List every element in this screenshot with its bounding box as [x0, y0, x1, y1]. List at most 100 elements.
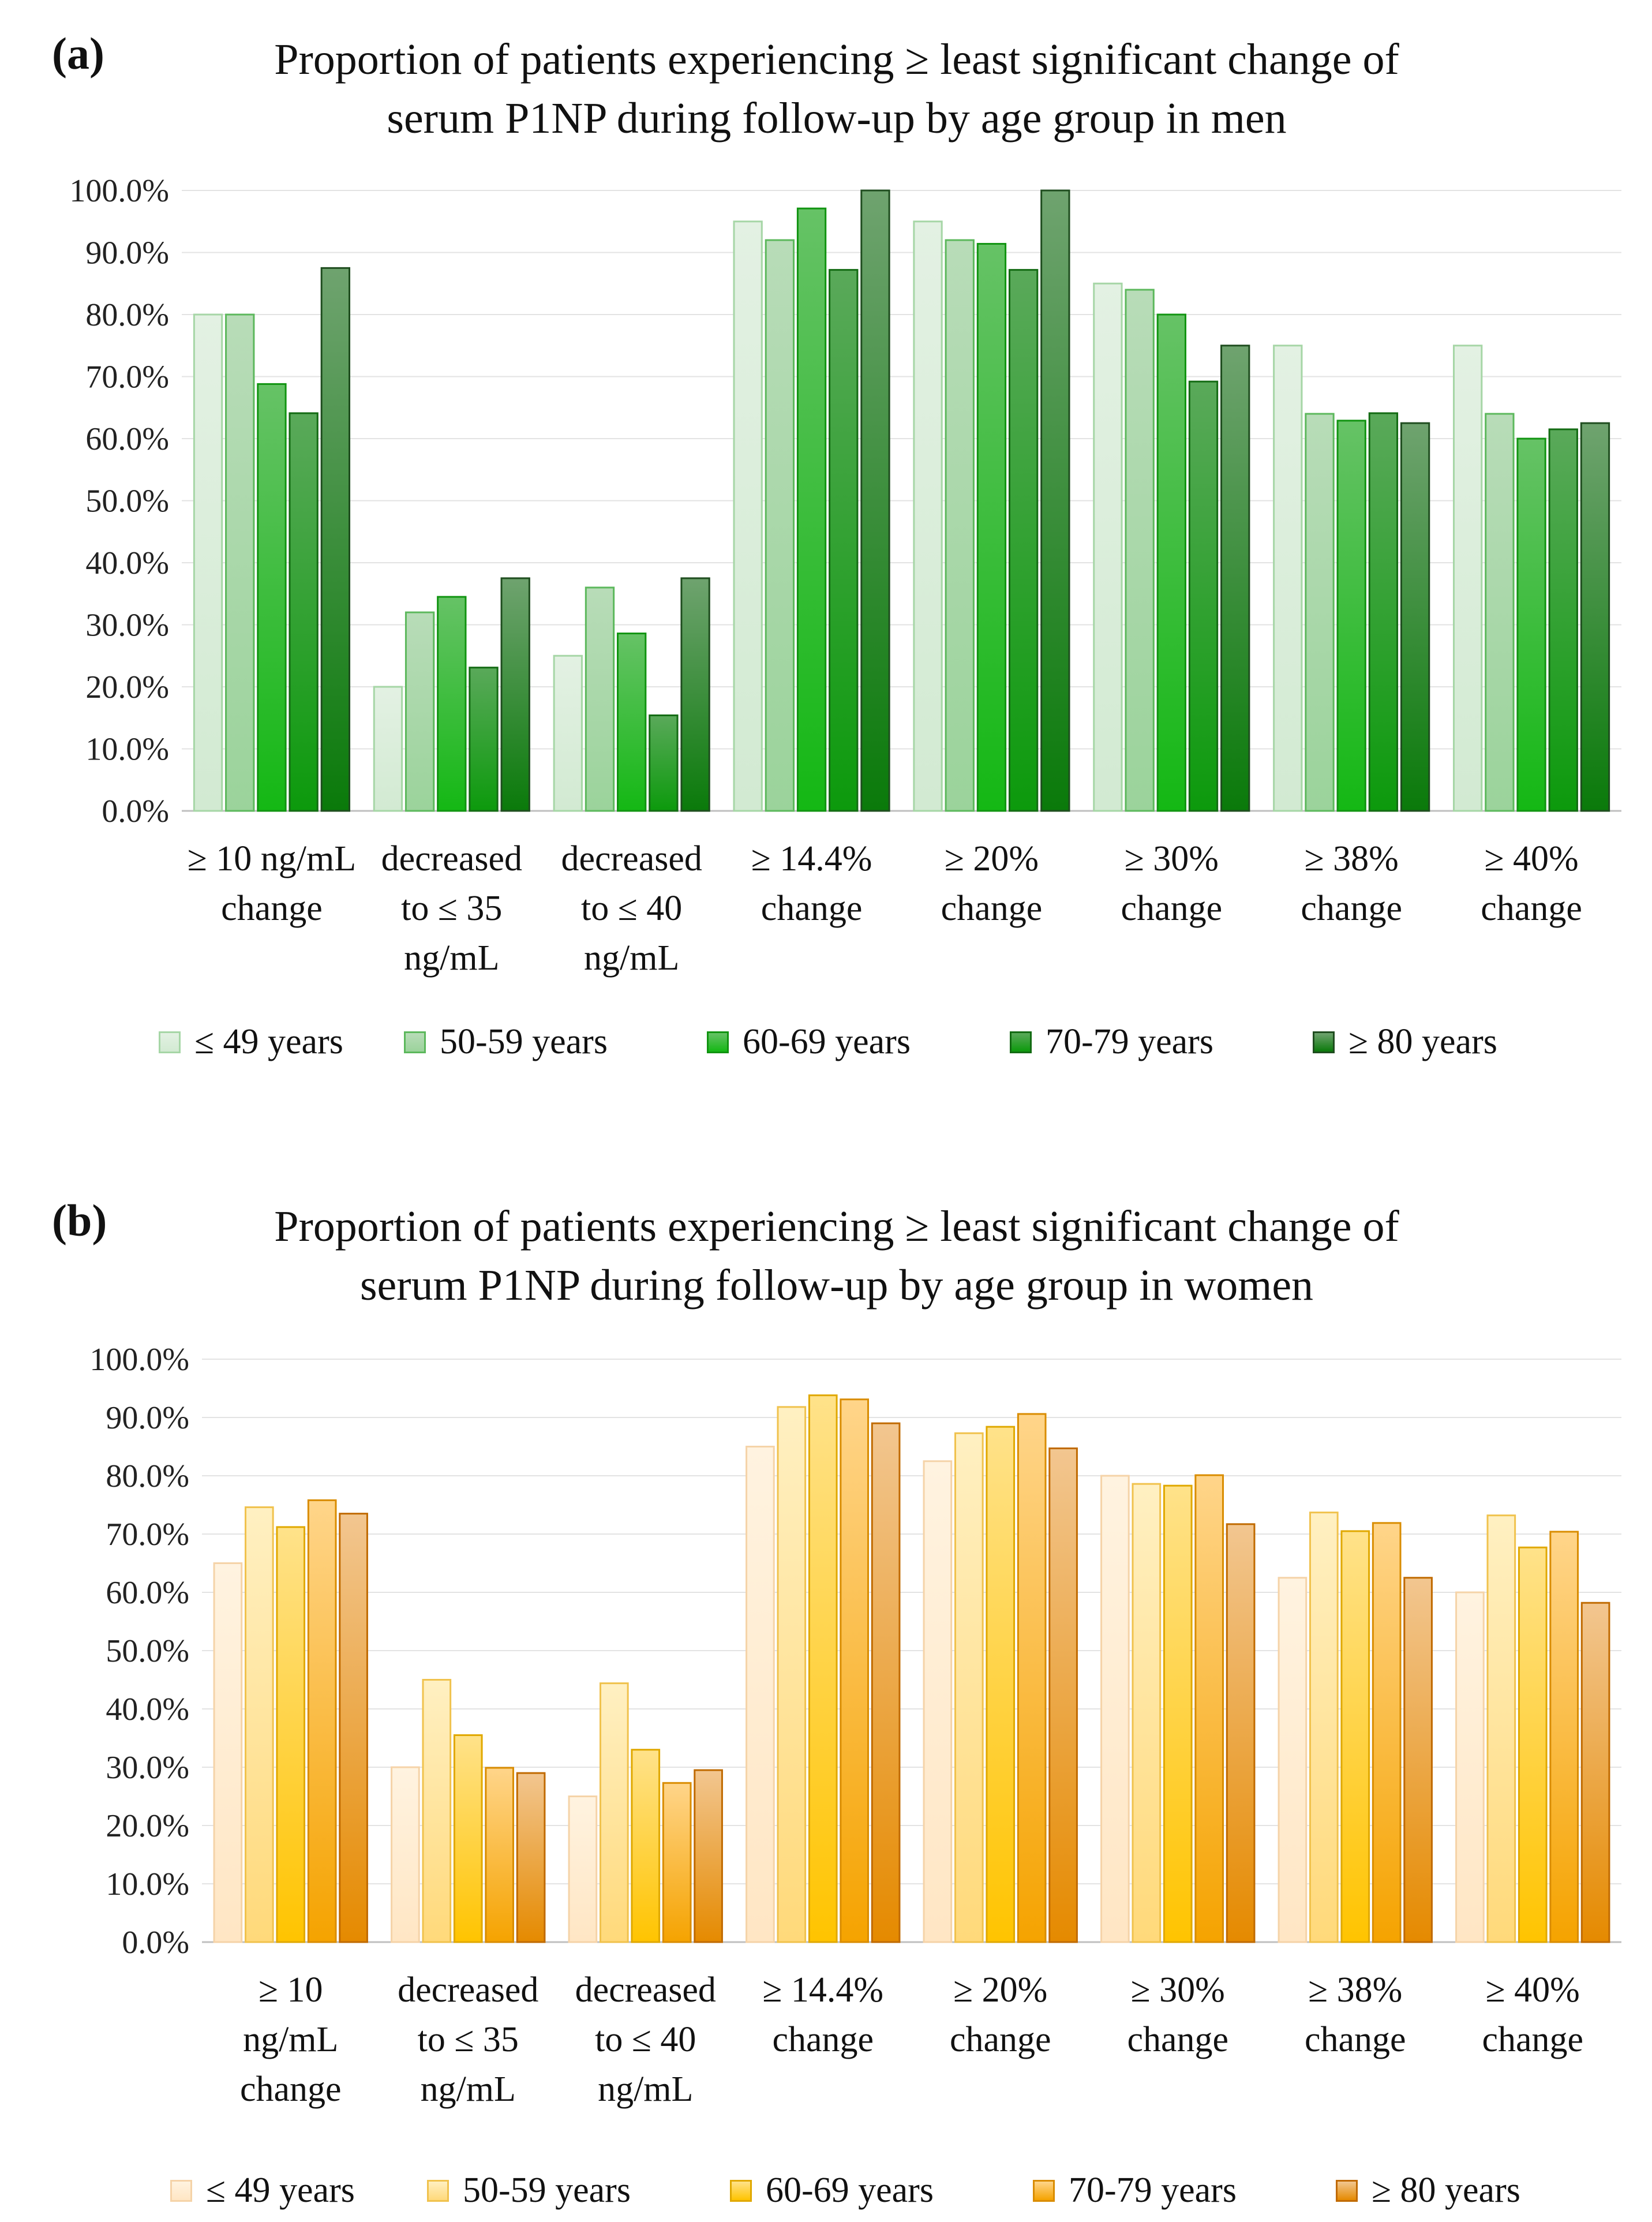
legend-label: ≥ 80 years: [1348, 1022, 1497, 1061]
bar: [913, 220, 943, 812]
legend-label: 50-59 years: [440, 1022, 608, 1061]
legend-item: 70-79 years: [1010, 1022, 1213, 1063]
bar: [617, 633, 647, 812]
chart-title-line-2: serum P1NP during follow-up by age group…: [359, 1261, 1314, 1310]
legend-swatch: [730, 2179, 752, 2202]
bar: [339, 1513, 368, 1943]
x-tick-label-line: change: [221, 889, 323, 928]
x-tick-label-line: decreased: [575, 1970, 716, 2010]
bar: [1400, 422, 1430, 812]
legend-item: 60-69 years: [707, 1022, 911, 1063]
x-tick-label-line: ≥ 14.4%: [751, 839, 872, 878]
legend-label: ≤ 49 years: [206, 2171, 355, 2210]
x-tick-label-line: ≥ 10: [258, 1970, 323, 2010]
y-tick-label: 20.0%: [85, 669, 169, 705]
x-tick-label-line: change: [1304, 2020, 1406, 2059]
bar: [1188, 380, 1219, 812]
chart-title-line-2: serum P1NP during follow-up by age group…: [387, 94, 1287, 143]
bar: [225, 313, 255, 812]
x-tick-label-line: ng/mL: [404, 938, 500, 978]
legend-label: 70-79 years: [1069, 2171, 1237, 2210]
bar: [1048, 1447, 1078, 1943]
x-tick-label-line: ≥ 40%: [1485, 1970, 1580, 2010]
bar: [1580, 422, 1610, 812]
x-tick-label-line: change: [1121, 889, 1223, 928]
bar: [1403, 1577, 1433, 1943]
bar: [694, 1769, 723, 1943]
legend-item: 50-59 years: [404, 1022, 608, 1063]
bar: [954, 1432, 984, 1943]
y-tick-label: 100.0%: [69, 173, 169, 209]
legend-swatch: [1033, 2179, 1055, 2202]
x-tick-label-line: change: [761, 889, 863, 928]
x-tick-label: ≥ 38% change: [1261, 834, 1441, 933]
bar: [599, 1682, 629, 1943]
bar: [840, 1398, 870, 1943]
y-tick-label: 40.0%: [106, 1692, 189, 1727]
x-tick-label: ≥ 38% change: [1267, 1965, 1444, 2064]
chart-title-line-1: Proportion of patients experiencing ≥ le…: [274, 1202, 1399, 1251]
x-tick-label-line: ≥ 20%: [944, 839, 1039, 878]
legend-item: ≥ 80 years: [1336, 2170, 1520, 2211]
x-tick-label: ≥ 10 ng/mL change: [202, 1965, 380, 2114]
x-tick-label: decreased to ≤ 40 ng/mL: [557, 1965, 735, 2114]
bar: [662, 1782, 692, 1943]
x-tick-label-line: to ≤ 35: [417, 2020, 519, 2059]
x-tick-label-line: change: [772, 2020, 874, 2059]
x-tick-label-line: ≥ 30%: [1130, 1970, 1225, 2010]
legend-label: ≤ 49 years: [194, 1022, 343, 1061]
legend-swatch: [170, 2179, 192, 2202]
legend-swatch: [1313, 1031, 1335, 1053]
x-tick-label-line: change: [1301, 889, 1402, 928]
bar: [404, 611, 435, 812]
x-tick-label-line: ng/mL: [243, 2020, 339, 2059]
x-tick-label: decreased to ≤ 35 ng/mL: [362, 834, 542, 983]
bar: [1273, 345, 1303, 812]
x-tick-label-line: decreased: [398, 1970, 539, 2010]
bar: [257, 383, 287, 812]
y-tick-label: 30.0%: [85, 608, 169, 644]
bar: [500, 577, 530, 812]
y-tick-label: 70.0%: [106, 1517, 189, 1553]
bar: [1580, 1602, 1610, 1943]
bar: [746, 1446, 775, 1943]
y-tick-label: 40.0%: [85, 545, 169, 581]
bar: [649, 714, 679, 812]
y-tick-label: 50.0%: [106, 1633, 189, 1669]
x-tick-label-line: to ≤ 35: [401, 889, 503, 928]
bar: [320, 267, 351, 812]
bar: [976, 242, 1007, 812]
legend-label: 60-69 years: [743, 1022, 911, 1061]
y-tick-label: 0.0%: [102, 794, 169, 829]
legend-swatch: [1336, 2179, 1358, 2202]
x-tick-label: ≥ 14.4% change: [735, 1965, 912, 2064]
legend-swatch: [159, 1031, 181, 1053]
chart-title-line-1: Proportion of patients experiencing ≥ le…: [274, 35, 1399, 84]
x-tick-label-line: decreased: [381, 839, 522, 878]
legend-item: 50-59 years: [427, 2170, 631, 2211]
legend-label: 70-79 years: [1046, 1022, 1213, 1061]
bar: [765, 239, 795, 812]
x-tick-label-line: ng/mL: [420, 2070, 516, 2109]
x-tick-label: ≥ 30% change: [1089, 1965, 1267, 2064]
bar: [1226, 1523, 1256, 1943]
bar: [923, 1460, 953, 1943]
bar: [1336, 420, 1366, 812]
bar: [860, 189, 890, 812]
bar: [1100, 1475, 1130, 1943]
x-tick-label-line: change: [949, 2020, 1051, 2059]
x-tick-label-line: ≥ 14.4%: [762, 1970, 884, 2010]
x-tick-label-line: change: [1482, 2020, 1584, 2059]
legend-swatch: [707, 1031, 729, 1053]
bar: [1452, 345, 1483, 812]
x-tick-label-line: change: [1127, 2020, 1229, 2059]
x-tick-label: ≥ 40% change: [1444, 1965, 1622, 2064]
bar: [986, 1426, 1016, 1943]
x-tick-label: ≥ 30% change: [1081, 834, 1261, 933]
bar: [733, 220, 763, 812]
bar: [422, 1679, 452, 1943]
x-tick-label-line: ng/mL: [598, 2070, 694, 2109]
bar: [453, 1734, 483, 1943]
bar: [1040, 189, 1070, 812]
bar: [289, 412, 319, 812]
